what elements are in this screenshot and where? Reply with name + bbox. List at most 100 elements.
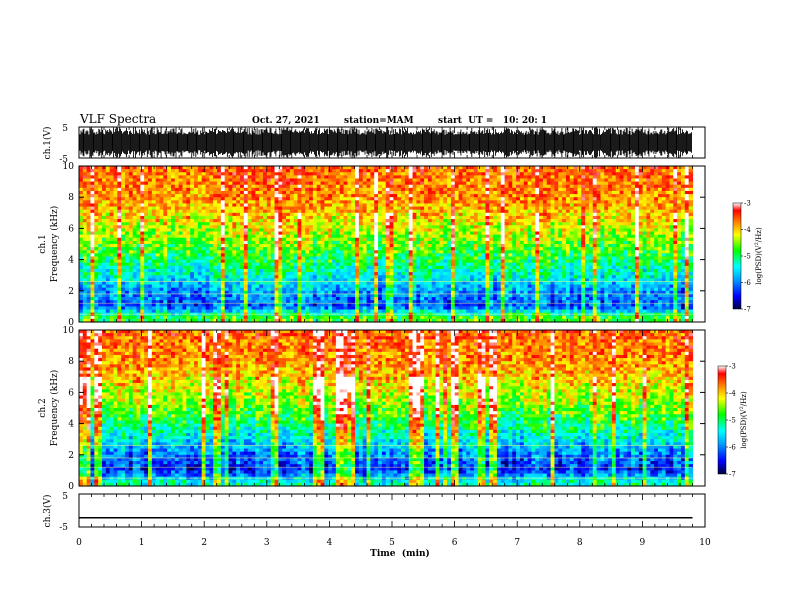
spectrogram-cell [90,169,95,173]
spectrogram-cell [416,234,421,239]
spectrogram-cell [447,215,452,220]
spectrogram-cell [312,315,318,320]
spectrogram-cell [366,203,371,208]
spectrogram-cell [301,222,306,226]
spectrogram-cell [301,225,306,229]
spectrogram-cell [236,315,241,320]
spectrogram-cell [140,225,145,229]
spectrogram-cell [358,215,364,220]
spectrogram-cell [328,166,333,170]
spectrogram-cell [282,259,287,264]
spectrogram-cell [201,306,207,311]
spectrogram-cell [90,203,95,208]
spectrogram-cell [366,234,371,239]
spectrogram-cell [351,169,356,173]
spectrogram-cell [201,222,207,226]
spectrogram-cell [454,240,460,245]
spectrogram-cell [174,315,180,320]
spectrogram-cell [82,259,88,264]
spectrogram-cell [128,203,134,208]
spectrogram-cell [374,178,379,183]
spectrogram-cell [393,184,398,189]
spectrogram-cell [328,172,333,176]
spectrogram-cell [439,212,444,217]
spectrogram-cell [274,203,279,208]
spectrogram-cell [220,253,226,258]
spectrogram-cell [293,272,299,276]
spectrogram-cell [209,265,214,270]
spectrogram-cell [324,268,329,273]
spectrogram-cell [186,225,191,229]
spectrogram-cell [213,281,218,286]
spectrogram-cell [293,190,299,195]
spectrogram-cell [94,262,99,267]
spectrogram-cell [105,315,111,320]
spectrogram-cell [109,209,115,214]
spectrogram-cell [236,190,241,195]
spectrogram-cell [132,297,138,301]
spectrogram-cell [335,278,341,283]
spectrogram-cell [163,181,168,186]
spectrogram-cell [197,169,203,173]
spectrogram-cell [355,209,360,214]
spectrogram-cell [282,228,287,233]
spectrogram-cell [270,203,276,208]
spectrogram-cell [113,268,118,273]
spectrogram-cell [420,203,425,208]
spectrogram-cell [339,184,345,189]
spectrogram-cell [332,300,337,304]
spectrogram-cell [282,194,287,198]
spectrogram-cell [79,194,84,198]
spectrogram-cell [301,197,306,201]
spectrogram-cell [86,265,92,270]
spectrogram-cell [98,240,103,245]
spectrogram-cell [416,237,421,242]
spectrogram-cell [148,256,153,261]
spectrogram-cell [297,209,302,214]
spectrogram-cell [209,244,214,248]
spectrogram-cell [343,175,348,180]
spectrogram-cell [205,203,210,208]
spectrogram-cell [155,284,161,289]
spectrogram-cell [332,175,337,180]
spectrogram-cell [420,281,425,286]
spectrogram-cell [324,225,329,229]
spectrogram-cell [366,184,371,189]
spectrogram-cell [408,219,414,223]
spectrogram-cell [136,247,141,251]
spectrogram-cell [167,318,172,323]
spectrogram-cell [362,268,368,273]
spectrogram-cell [98,187,103,192]
spectrogram-cell [320,219,325,223]
spectrogram-cell [128,194,134,198]
spectrogram-cell [278,265,283,270]
spectrogram-cell [86,268,92,273]
spectrogram-cell [293,172,299,176]
spectrogram-cell [90,250,95,254]
spectrogram-cell [255,169,260,173]
spectrogram-cell [182,240,187,245]
spectrogram-cell [316,190,322,195]
spectrogram-cell [439,315,444,320]
spectrogram-cell [105,287,111,292]
spectrogram-cell [416,184,421,189]
spectrogram-cell [381,275,387,279]
spectrogram-cell [351,284,356,289]
spectrogram-cell [431,293,437,298]
spectrogram-cell [435,219,441,223]
spectrogram-cell [243,234,249,239]
spectrogram-cell [220,215,226,220]
spectrogram-cell [324,275,329,279]
spectrogram-cell [90,253,95,258]
spectrogram-cell [243,209,249,214]
spectrogram-cell [151,197,157,201]
spectrogram-cell [366,318,371,323]
spectrogram-cell [190,315,195,320]
spectrogram-cell [309,175,314,180]
spectrogram-cell [389,215,394,220]
spectrogram-cell [251,244,256,248]
spectrogram-cell [397,169,402,173]
spectrogram-cell [420,215,425,220]
spectrogram-cell [401,297,406,301]
spectrogram-cell [167,215,172,220]
